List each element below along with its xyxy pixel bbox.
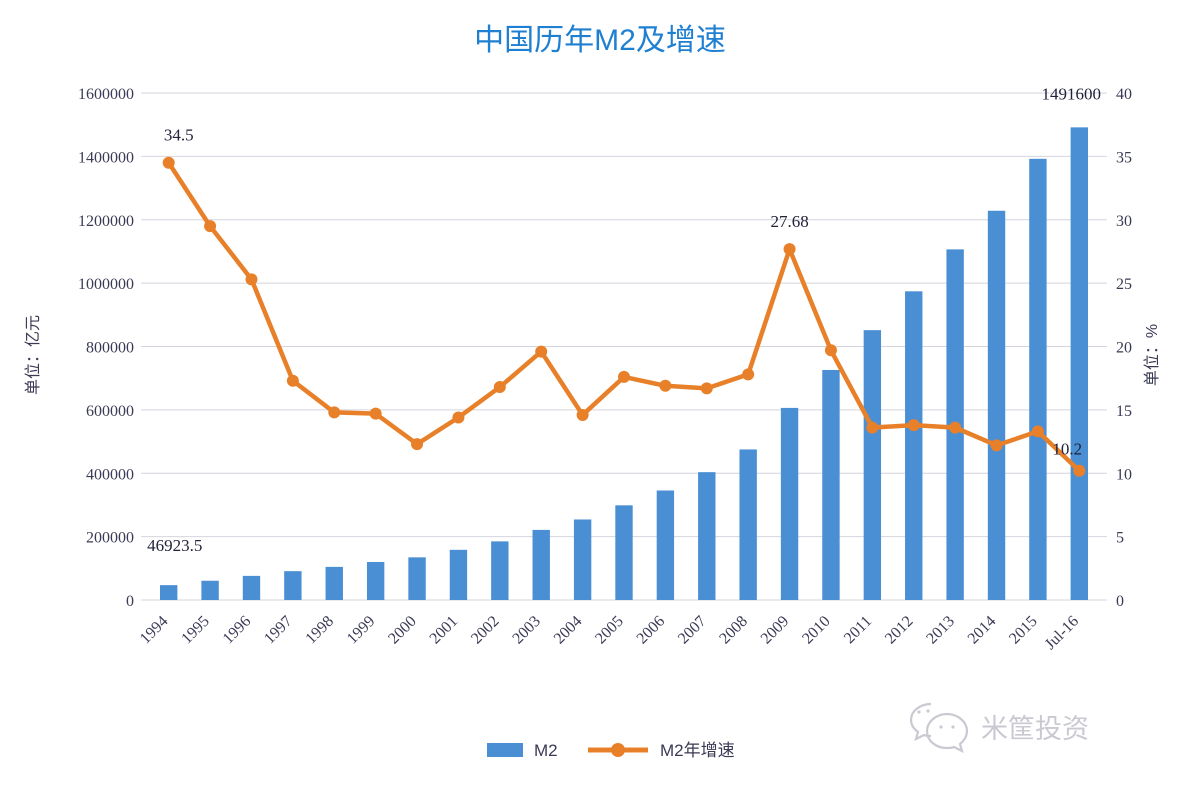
y-axis-right-tick-label: 40	[1116, 86, 1132, 103]
line-marker	[659, 379, 672, 392]
y-axis-tick-label: 200000	[86, 530, 134, 547]
bar	[284, 571, 302, 600]
chart-legend[interactable]: M2 M2年增速	[487, 741, 735, 760]
data-label: 27.68	[770, 212, 808, 231]
line-marker	[907, 419, 920, 432]
y-axis-tick-label: 400000	[86, 466, 134, 483]
y-axis-right-tick-label: 10	[1116, 466, 1132, 483]
bar	[905, 291, 923, 600]
line-marker	[245, 273, 258, 286]
y-axis-right-tick-label: 25	[1116, 276, 1132, 293]
watermark-label: 米筐投资	[981, 714, 1089, 744]
y-axis-right-tick-label: 30	[1116, 213, 1132, 230]
bar	[408, 557, 426, 600]
data-point-labels: 46923.5 1491600 34.5 27.68 10.2	[147, 84, 1101, 555]
legend-label-growth: M2年增速	[660, 741, 735, 760]
line-marker	[824, 344, 837, 357]
bar	[491, 541, 509, 600]
bar	[242, 575, 261, 600]
line-marker	[949, 421, 962, 434]
line-marker	[700, 382, 713, 395]
y-axis-tick-label: 600000	[86, 403, 134, 420]
line-marker	[369, 407, 382, 420]
watermark: 米筐投资	[909, 702, 1089, 754]
y-axis-tick-label: 1400000	[78, 149, 134, 166]
bar	[449, 549, 468, 600]
bar	[822, 369, 840, 600]
bar	[987, 210, 1006, 600]
line-marker	[452, 411, 465, 424]
bar	[698, 472, 716, 600]
line-marker	[411, 438, 424, 451]
line-marker	[866, 421, 879, 434]
legend-swatch-m2	[487, 743, 523, 757]
line-marker	[493, 381, 506, 394]
line-marker	[286, 374, 299, 387]
line-marker	[535, 345, 548, 358]
bar	[573, 519, 592, 600]
y-axis-tick-label: 800000	[86, 340, 134, 357]
bar	[532, 529, 550, 600]
bar	[656, 490, 675, 600]
legend-label-m2: M2	[534, 741, 558, 760]
wechat-icon	[909, 702, 969, 754]
bar	[201, 580, 219, 600]
y-axis-right-ticks: 0 5 10 15 20 25 30 35 40	[1100, 86, 1132, 610]
line-markers	[162, 156, 1086, 477]
bar	[739, 449, 757, 600]
y-axis-left-ticks: 0 200000 400000 600000 800000 1000000 1200000 1…	[78, 86, 134, 610]
bar	[1029, 158, 1047, 600]
bar	[1070, 127, 1088, 601]
line-marker	[618, 370, 630, 383]
y-axis-left-title: 单位：亿元	[24, 315, 42, 395]
line-marker	[742, 368, 755, 381]
line-marker	[783, 243, 796, 256]
y-axis-right-tick-label: 5	[1116, 530, 1124, 547]
page-title: 中国历年M2及增速	[474, 24, 726, 57]
line-marker	[990, 439, 1003, 452]
y-axis-right-tick-label: 35	[1116, 149, 1132, 166]
line-marker	[1031, 425, 1044, 438]
y-axis-right-tick-label: 0	[1116, 593, 1124, 610]
y-axis-tick-label: 1000000	[78, 276, 134, 293]
y-axis-right-tick-label: 20	[1116, 340, 1132, 357]
line-marker	[162, 156, 175, 169]
line-marker	[576, 408, 589, 421]
data-label: 34.5	[164, 126, 194, 145]
y-axis-tick-label: 0	[126, 593, 134, 610]
line-marker	[1073, 464, 1086, 477]
bar	[780, 407, 799, 600]
line-marker	[328, 406, 341, 419]
bar	[366, 562, 385, 600]
y-axis-tick-label: 1200000	[78, 213, 134, 230]
bar	[325, 566, 343, 600]
y-axis-tick-label: 1600000	[78, 86, 134, 103]
legend-marker-growth	[611, 743, 625, 757]
bar	[160, 585, 178, 600]
gridlines	[141, 92, 1100, 601]
bar	[615, 505, 633, 600]
data-label: 1491600	[1042, 84, 1102, 103]
data-label: 46923.5	[147, 536, 202, 555]
bar	[863, 330, 882, 600]
y-axis-right-title: 单位：%	[1143, 324, 1161, 386]
y-axis-right-tick-label: 15	[1116, 403, 1132, 420]
data-label: 10.2	[1052, 440, 1082, 459]
line-marker	[204, 220, 217, 233]
